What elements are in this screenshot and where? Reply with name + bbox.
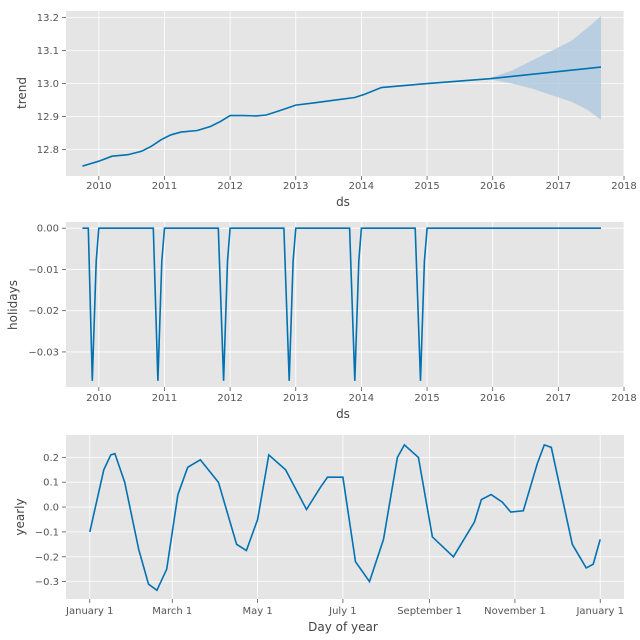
holidays-plot-area xyxy=(66,222,624,387)
yearly-y-tick-label: 0.2 xyxy=(43,453,59,464)
trend-y-tick-label: 12.8 xyxy=(37,145,59,156)
trend-x-tick-label: 2010 xyxy=(86,181,111,192)
yearly-x-ticks: January 1 March 1 May 1 July 1 September 1 No… xyxy=(65,599,624,617)
trend-y-tick-label: 13.2 xyxy=(37,13,59,24)
trend-x-tick-label: 2013 xyxy=(283,181,308,192)
holidays-x-tick-label: 2016 xyxy=(480,393,505,404)
trend-x-tick-label: 2015 xyxy=(414,181,439,192)
trend-x-tick-label: 2011 xyxy=(152,181,177,192)
holidays-series-line xyxy=(82,227,601,381)
holidays-x-tick-label: 2018 xyxy=(611,393,636,404)
holidays-x-tick-label: 2012 xyxy=(217,393,242,404)
holidays-y-tick-label: −0.01 xyxy=(28,265,59,276)
yearly-x-tick-label: September 1 xyxy=(397,606,462,617)
holidays-y-axis-label: holidays xyxy=(6,280,20,330)
holidays-x-tick-label: 2011 xyxy=(152,393,177,404)
holidays-y-tick-label: −0.03 xyxy=(28,347,59,358)
yearly-y-tick-label: −0.3 xyxy=(35,577,59,588)
yearly-y-axis-label: yearly xyxy=(13,498,27,535)
holidays-panel: 2010 2011 2012 2013 2014 2015 2016 2017 2018 0.0… xyxy=(6,222,637,421)
yearly-x-tick-label: January 1 xyxy=(575,606,623,617)
trend-grid xyxy=(66,11,625,176)
trend-uncertainty-band xyxy=(490,16,601,120)
trend-y-axis-label: trend xyxy=(15,77,29,109)
trend-x-tick-label: 2012 xyxy=(217,181,242,192)
trend-x-axis-label: ds xyxy=(336,195,350,209)
trend-series-line xyxy=(82,66,602,167)
yearly-x-tick-label: July 1 xyxy=(328,606,357,617)
trend-y-ticks: 12.8 12.9 13.0 13.1 13.2 xyxy=(37,13,66,156)
yearly-x-tick-label: January 1 xyxy=(65,606,113,617)
yearly-series-line xyxy=(89,443,601,592)
yearly-y-tick-label: 0.1 xyxy=(43,478,59,489)
trend-y-tick-label: 13.1 xyxy=(37,46,59,57)
trend-x-tick-label: 2017 xyxy=(546,181,571,192)
trend-panel: 2010 2011 2012 2013 2014 2015 2016 2017 2018 12.… xyxy=(15,11,637,209)
holidays-x-tick-label: 2013 xyxy=(283,393,308,404)
holidays-x-tick-label: 2017 xyxy=(546,393,571,404)
yearly-x-tick-label: March 1 xyxy=(152,606,192,617)
yearly-x-tick-label: November 1 xyxy=(484,606,546,617)
holidays-x-ticks: 2010 2011 2012 2013 2014 2015 2016 2017 2018 xyxy=(86,387,637,404)
yearly-y-tick-label: −0.1 xyxy=(35,527,59,538)
yearly-plot-area xyxy=(66,435,624,599)
yearly-panel: January 1 March 1 May 1 July 1 September 1 No… xyxy=(13,435,624,634)
holidays-x-axis-label: ds xyxy=(336,407,350,421)
trend-x-tick-label: 2016 xyxy=(480,181,505,192)
trend-x-tick-label: 2014 xyxy=(349,181,374,192)
trend-y-tick-label: 13.0 xyxy=(37,79,59,90)
yearly-y-tick-label: −0.2 xyxy=(35,552,59,563)
trend-x-tick-label: 2018 xyxy=(611,181,636,192)
holidays-x-tick-label: 2015 xyxy=(414,393,439,404)
holidays-x-tick-label: 2010 xyxy=(86,393,111,404)
yearly-x-tick-label: May 1 xyxy=(242,606,272,617)
holidays-y-tick-label: 0.00 xyxy=(37,224,59,235)
holidays-x-tick-label: 2014 xyxy=(349,393,374,404)
trend-y-tick-label: 12.9 xyxy=(37,112,59,123)
holidays-y-tick-label: −0.02 xyxy=(28,306,59,317)
holidays-y-ticks: 0.00 −0.01 −0.02 −0.03 xyxy=(28,224,66,358)
yearly-x-axis-label: Day of year xyxy=(308,620,378,634)
yearly-y-ticks: 0.2 0.1 0.0 −0.1 −0.2 −0.3 xyxy=(35,453,66,588)
trend-plot-area xyxy=(66,11,624,176)
trend-x-ticks: 2010 2011 2012 2013 2014 2015 2016 2017 2018 xyxy=(86,176,637,192)
yearly-grid xyxy=(66,435,624,599)
yearly-y-tick-label: 0.0 xyxy=(43,503,59,514)
